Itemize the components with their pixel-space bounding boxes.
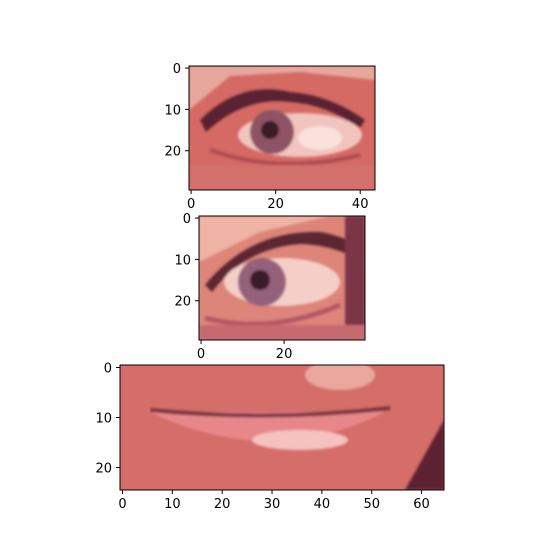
image-lips-nose-highlight xyxy=(305,365,375,390)
panel-1-xtick-label: 0 xyxy=(187,197,195,212)
panel-2-xtick-label: 20 xyxy=(276,347,293,362)
panel-2-xtick-label: 0 xyxy=(197,347,205,362)
panel-3: 0 10 20 30 40 50 60 0 10 20 xyxy=(95,362,445,513)
panel-1-axes: 0 20 40 0 10 20 xyxy=(164,62,368,212)
image-eye-1-highlight xyxy=(298,126,342,150)
panel-3-ytick-label: 10 xyxy=(95,412,112,427)
panel-3-xtick-label: 30 xyxy=(264,497,281,512)
panel-1: 0 20 40 0 10 20 xyxy=(164,62,376,212)
panel-3-xtick-label: 60 xyxy=(413,497,430,512)
panel-1-ytick-label: 20 xyxy=(164,145,181,160)
image-eye-2-lower-skin xyxy=(199,325,365,340)
panel-3-ytick-label: 0 xyxy=(104,362,112,377)
panel-1-frame xyxy=(188,65,376,191)
image-eye-2-pupil xyxy=(250,270,270,290)
panel-2-ytick-label: 10 xyxy=(174,253,191,268)
image-eye-1 xyxy=(189,66,375,190)
panel-3-ytick-label: 20 xyxy=(95,462,112,477)
panel-1-xtick-label: 20 xyxy=(267,197,284,212)
image-eye-1-pupil xyxy=(261,121,279,139)
panel-1-xtick-label: 40 xyxy=(352,197,369,212)
panel-3-axes: 0 10 20 30 40 50 60 0 10 20 xyxy=(95,362,429,513)
image-eye-1-upper-skin xyxy=(189,66,375,110)
image-eye-2-lashes xyxy=(205,231,365,292)
image-eye-1-lower-lid xyxy=(209,148,361,166)
panel-1-ytick-label: 0 xyxy=(173,62,181,77)
image-eye-2-upper-skin xyxy=(199,216,330,262)
panel-3-xtick-label: 10 xyxy=(164,497,181,512)
image-eye-1-lashes xyxy=(200,89,365,132)
image-eye-2-lower-lid xyxy=(204,302,341,327)
image-lips-lip-line xyxy=(149,406,391,418)
panel-3-xtick-label: 50 xyxy=(363,497,380,512)
image-eye-2-dark-corner xyxy=(345,216,365,340)
panel-2-axes: 0 20 0 10 20 xyxy=(174,212,292,362)
panel-3-xtick-label: 20 xyxy=(214,497,231,512)
panel-3-xtick-label: 0 xyxy=(118,497,126,512)
panel-2: 0 20 0 10 20 xyxy=(174,212,366,362)
panel-2-ytick-label: 20 xyxy=(174,295,191,310)
panel-3-frame xyxy=(119,364,445,491)
image-eye-2 xyxy=(199,216,365,340)
image-lips-hair xyxy=(405,420,444,490)
panel-2-ytick-label: 0 xyxy=(183,212,191,227)
panel-1-ytick-label: 10 xyxy=(164,103,181,118)
panel-3-xtick-label: 40 xyxy=(314,497,331,512)
panel-2-frame xyxy=(198,215,366,341)
image-eye-1-lower-skin xyxy=(189,165,375,190)
image-lips xyxy=(120,365,444,490)
image-lips-lip-highlight xyxy=(252,430,348,450)
